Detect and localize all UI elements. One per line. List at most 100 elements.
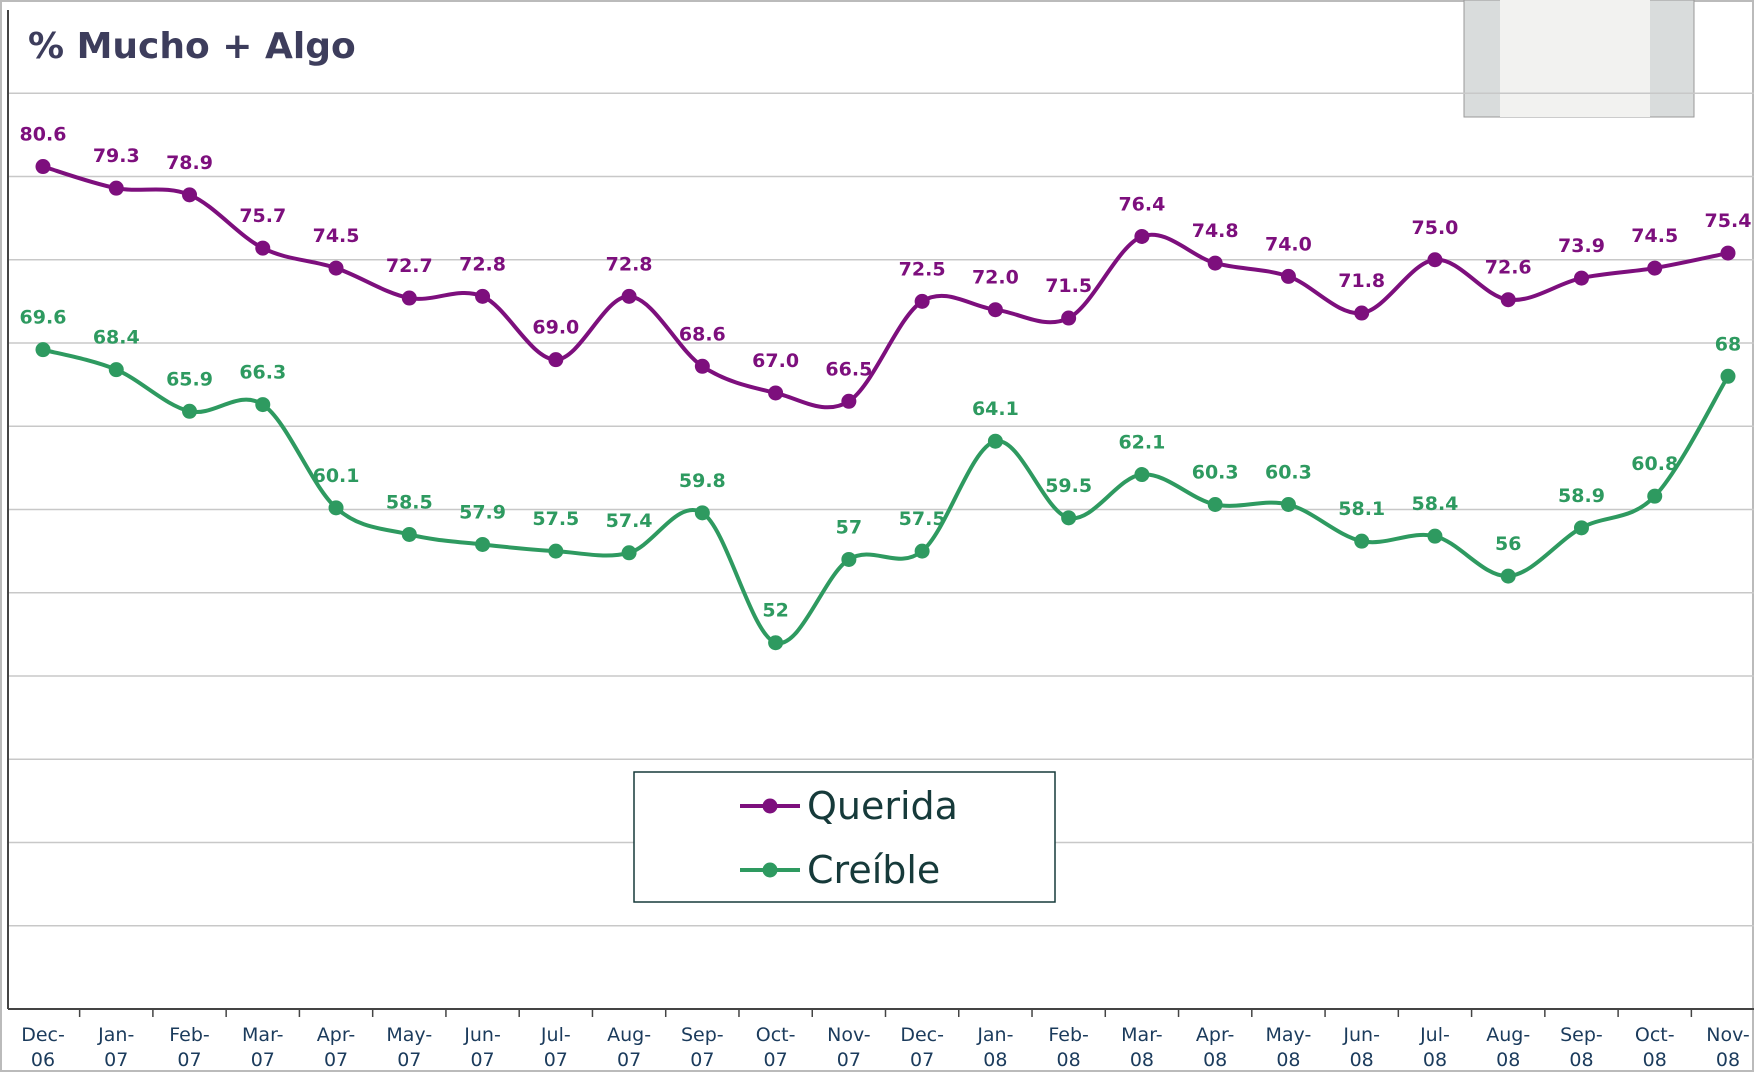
x-tick-label: Apr-07: [316, 1024, 356, 1071]
point: [1427, 252, 1443, 268]
point: [1207, 497, 1223, 513]
point: [401, 526, 417, 542]
x-tick-label: Dec-07: [900, 1024, 944, 1071]
data-label: 80.6: [20, 124, 67, 146]
x-tick-label: Feb-07: [169, 1024, 210, 1071]
point: [621, 545, 637, 561]
point: [1647, 488, 1663, 504]
point: [548, 543, 564, 559]
point: [255, 397, 271, 413]
data-label: 72.5: [899, 258, 946, 280]
x-tick-label: Nov-07: [827, 1024, 871, 1071]
data-label: 59.5: [1045, 475, 1092, 497]
data-label: 75.7: [239, 205, 286, 227]
point: [328, 260, 344, 276]
data-label: 74.0: [1265, 233, 1312, 255]
data-label: 58.5: [386, 491, 433, 513]
data-label: 57.4: [606, 510, 653, 532]
point: [1061, 310, 1077, 326]
point: [182, 187, 198, 203]
point: [328, 500, 344, 516]
point: [108, 180, 124, 196]
data-label: 60.3: [1265, 462, 1312, 484]
data-label: 72.6: [1485, 257, 1532, 279]
legend-label: Creíble: [807, 848, 940, 892]
point: [108, 362, 124, 378]
point: [914, 543, 930, 559]
point: [1573, 520, 1589, 536]
series-line: [42, 164, 1729, 410]
point: [768, 635, 784, 651]
legend-marker: [762, 862, 778, 878]
point: [987, 302, 1003, 318]
data-label: 65.9: [166, 368, 213, 390]
x-tick-label: Sep-08: [1560, 1024, 1603, 1071]
data-label: 56: [1495, 533, 1521, 555]
point: [694, 358, 710, 374]
point: [1134, 467, 1150, 483]
data-label: 60.3: [1192, 462, 1239, 484]
point: [1134, 228, 1150, 244]
data-label: 66.5: [825, 358, 872, 380]
x-tick-label: Sep-07: [681, 1024, 724, 1071]
point: [1427, 528, 1443, 544]
data-label: 58.4: [1412, 493, 1459, 515]
data-label: 58.9: [1558, 485, 1605, 507]
data-label: 52: [762, 600, 788, 622]
data-label: 68.6: [679, 323, 726, 345]
point: [1354, 305, 1370, 321]
data-label: 57.5: [899, 508, 946, 530]
data-label: 60.8: [1631, 453, 1678, 475]
data-label: 69.6: [20, 307, 67, 329]
x-tick-label: May-07: [386, 1024, 433, 1071]
point: [1061, 510, 1077, 526]
point: [182, 403, 198, 419]
chart-title: % Mucho + Algo: [28, 26, 356, 67]
point: [768, 385, 784, 401]
point: [1500, 292, 1516, 308]
data-label: 59.8: [679, 470, 726, 492]
data-label: 66.3: [239, 362, 286, 384]
data-label: 62.1: [1118, 432, 1165, 454]
point: [35, 159, 51, 175]
x-tick-label: Mar-08: [1121, 1024, 1163, 1071]
point: [621, 288, 637, 304]
data-label: 79.3: [93, 145, 140, 167]
point: [1720, 368, 1736, 384]
x-tick-label: Dec-06: [21, 1024, 65, 1071]
x-tick-label: Jan-08: [977, 1024, 1014, 1071]
data-label: 75.0: [1412, 217, 1459, 239]
data-label: 72.7: [386, 255, 433, 277]
x-tick-label: Jul-07: [540, 1024, 571, 1071]
data-label: 72.0: [972, 267, 1019, 289]
point: [1280, 268, 1296, 284]
data-label: 69.0: [532, 317, 579, 339]
data-label: 71.8: [1338, 270, 1385, 292]
x-tick-label: Jun-08: [1343, 1024, 1380, 1071]
data-label: 57.5: [532, 508, 579, 530]
x-tick-label: Oct-07: [755, 1024, 796, 1071]
legend: Querida Creíble: [633, 771, 1056, 903]
point: [1500, 568, 1516, 584]
point: [694, 505, 710, 521]
x-tick-label: May-08: [1265, 1024, 1312, 1071]
x-tick-label: Nov-08: [1706, 1024, 1750, 1071]
photo-detail: [1500, 0, 1650, 117]
point: [841, 551, 857, 567]
data-label: 68.4: [93, 327, 140, 349]
data-label: 58.1: [1338, 498, 1385, 520]
data-label: 73.9: [1558, 235, 1605, 257]
point: [914, 293, 930, 309]
x-tick-label: Jan-07: [98, 1024, 135, 1071]
x-tick-label: Aug-07: [607, 1024, 652, 1071]
data-label: 74.5: [1631, 225, 1678, 247]
data-label: 76.4: [1118, 193, 1165, 215]
data-label: 74.8: [1192, 220, 1239, 242]
point: [255, 240, 271, 256]
point: [401, 290, 417, 306]
data-label: 72.8: [606, 253, 653, 275]
point: [475, 536, 491, 552]
